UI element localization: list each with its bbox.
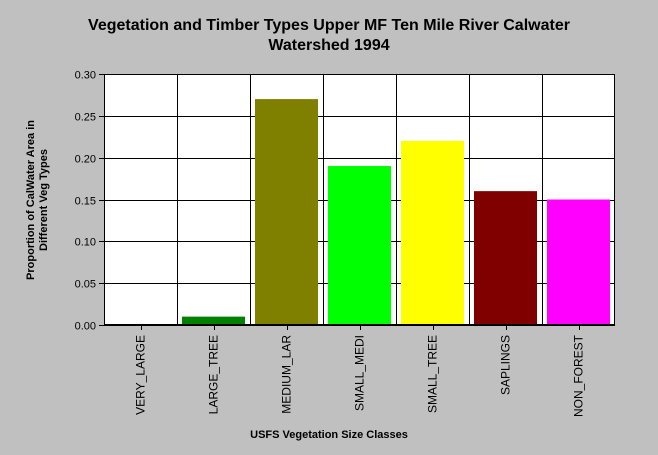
bar-medium-lar (255, 99, 318, 325)
bars (182, 99, 610, 325)
plot-frame (104, 74, 615, 325)
y-tick-label: 0.25 (75, 112, 96, 124)
category-label: VERY_LARGE (134, 335, 148, 415)
x-axis-label: USFS Vegetation Size Classes (250, 429, 408, 441)
y-tick-label: 0.05 (75, 279, 96, 291)
y-axis-label-line2: Different Veg Types (38, 149, 50, 251)
y-tick-label: 0.10 (75, 237, 96, 249)
category-label: MEDIUM_LAR (280, 335, 294, 414)
bar-saplings (474, 191, 537, 325)
bar-non-forest (547, 199, 610, 325)
bar-small-medi (328, 166, 391, 325)
chart-title-line1: Vegetation and Timber Types Upper MF Ten… (88, 17, 570, 34)
bar-small-tree (401, 140, 464, 325)
category-label: LARGE_TREE (207, 335, 221, 414)
axes (99, 74, 615, 330)
y-tick-label: 0.20 (75, 154, 96, 166)
y-axis-label: Proportion of CalWater Area in Different… (25, 120, 50, 280)
y-axis-label-line1: Proportion of CalWater Area in (25, 120, 37, 280)
y-tick-label: 0.15 (75, 196, 96, 208)
y-tick-label: 0.00 (75, 321, 96, 333)
chart-title-line2: Watershed 1994 (268, 37, 389, 54)
y-tick-labels: 0.00 0.05 0.10 0.15 0.20 0.25 0.30 (75, 70, 96, 333)
category-label: NON_FOREST (572, 334, 586, 417)
category-label: SMALL_TREE (426, 335, 440, 413)
category-label: SAPLINGS (499, 335, 513, 395)
category-label: SMALL_MEDI (353, 335, 367, 411)
bar-large-tree (182, 316, 245, 325)
y-tick-label: 0.30 (75, 70, 96, 82)
category-labels: VERY_LARGE LARGE_TREE MEDIUM_LAR SMALL_MEDI… (134, 334, 586, 417)
